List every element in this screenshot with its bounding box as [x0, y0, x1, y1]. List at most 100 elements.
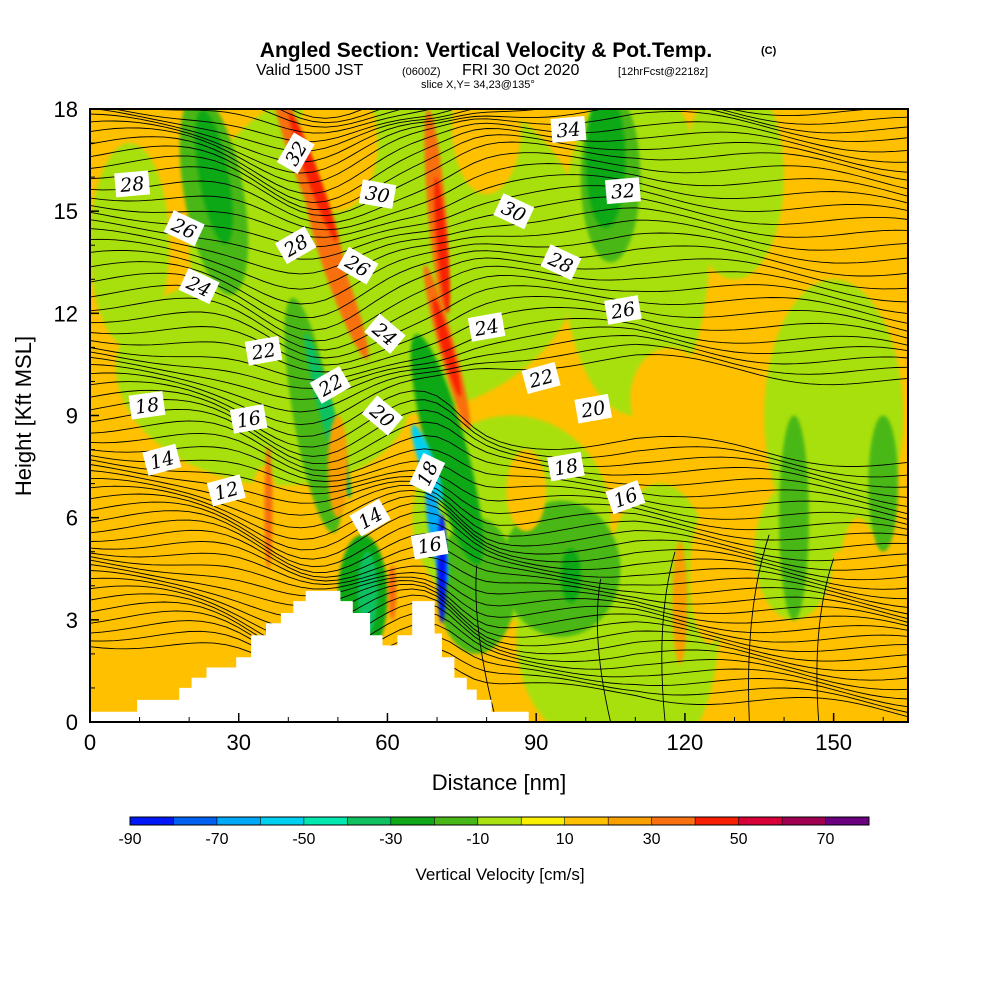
contour-label-box [604, 295, 642, 325]
contour-label-box [604, 177, 641, 205]
theta-contour-line [90, 556, 908, 627]
contour-label-box [409, 452, 446, 494]
theta-contour-line [90, 109, 908, 163]
theta-contour-line [90, 141, 908, 217]
axes: 0 30 60 90 120 150 0 3 6 9 12 15 18 [54, 97, 884, 755]
velocity-cell [410, 334, 484, 565]
valid-prefix: Valid 1500 JST [256, 62, 364, 79]
contour-label-box [309, 365, 352, 404]
colorbar-swatch [347, 817, 392, 825]
y-tick-label: 15 [54, 199, 78, 224]
theta-contour-line [90, 381, 908, 467]
theta-contour-line [90, 564, 908, 643]
contour-label-box [493, 193, 535, 230]
theta-contour-line [748, 534, 770, 722]
theta-contour-line [90, 552, 908, 623]
contour-label-box [206, 474, 246, 507]
theta-contour-line [90, 420, 908, 508]
theta-contour-line [90, 519, 908, 608]
contour-label-box [521, 362, 561, 395]
theta-contour-line [90, 134, 908, 210]
colorbar-tick-label: -10 [466, 831, 489, 848]
slice-info: slice X,Y= 34,23@135° [421, 79, 535, 91]
colorbar-swatch [738, 817, 783, 825]
x-tick-label: 90 [524, 730, 548, 755]
theta-contour-line [90, 620, 908, 708]
contour-label-box [574, 393, 613, 424]
contour-label: 16 [229, 404, 268, 434]
contour-label-box [467, 312, 506, 342]
valid-date: FRI 30 Oct 2020 [462, 62, 579, 79]
contour-label-box [178, 268, 220, 305]
x-tick-label: 30 [226, 730, 250, 755]
theta-contour-line [596, 578, 611, 722]
theta-contour-line [90, 593, 908, 681]
theta-contour-line [816, 558, 835, 722]
contour-label-text: 22 [249, 339, 278, 365]
theta-contour-line [90, 295, 908, 366]
contour-label-box [364, 313, 406, 354]
theta-contour-line [90, 109, 908, 174]
theta-contour-line [90, 257, 908, 331]
contour-label-text: 28 [118, 173, 145, 197]
contour-label-text: 26 [608, 298, 637, 324]
contour-label: 22 [244, 336, 283, 366]
colorbar-swatch [260, 817, 305, 825]
contour-label-text: 18 [552, 455, 580, 481]
theta-contour-line [90, 389, 908, 478]
theta-contour-line [90, 343, 908, 413]
velocity-cell [838, 517, 879, 654]
colorbar-tick-label: -50 [292, 831, 315, 848]
contour-label: 32 [604, 177, 641, 205]
contour-label-box [540, 244, 582, 281]
contour-label-box [275, 226, 317, 265]
colorbar-swatch [130, 817, 174, 825]
y-axis-label: Height [Kft MSL] [11, 336, 36, 496]
colorbar-tick-label: 50 [730, 831, 748, 848]
contour-label: 20 [574, 393, 613, 424]
forecast-info: [12hrFcst@2218z] [618, 66, 708, 78]
contour-label: 24 [467, 312, 506, 342]
colorbar: -90 -70 -50 -30 -10 10 30 50 70 [118, 816, 870, 848]
theta-contour-line [661, 551, 676, 722]
colorbar-swatch [434, 817, 479, 825]
theta-contour-line [112, 109, 456, 143]
theta-contour-line [90, 245, 908, 319]
contour-label: 16 [605, 480, 646, 515]
colorbar-swatch [564, 817, 609, 825]
theta-contour-line [90, 478, 908, 562]
theta-contour-line [90, 285, 908, 359]
copyright-mark: (C) [761, 45, 777, 57]
velocity-cell [437, 517, 517, 654]
theta-contour-line [90, 459, 908, 531]
contour-label-text: 34 [555, 118, 581, 142]
theta-contour-line [90, 529, 908, 615]
velocity-cell [779, 415, 809, 620]
y-tick-label: 6 [66, 506, 78, 531]
theta-contour-line [90, 128, 908, 204]
valid-time-line: Valid 1500 JST (0600Z) FRI 30 Oct 2020 [… [256, 62, 708, 79]
theta-contour-line [90, 232, 908, 305]
colorbar-tick-label: -30 [379, 831, 402, 848]
contour-label-text: 32 [610, 180, 636, 204]
theta-contour-line [90, 432, 908, 515]
theta-contour-line [90, 454, 908, 526]
colorbar-swatch [782, 817, 827, 825]
contour-label: 30 [358, 179, 397, 209]
theta-contour-line [90, 121, 908, 195]
colorbar-tick-label: -70 [205, 831, 228, 848]
y-tick-label: 9 [66, 404, 78, 429]
colorbar-tick-label: 70 [817, 831, 835, 848]
theta-contour-line [90, 601, 908, 691]
theta-contour-line [90, 510, 908, 600]
colorbar-tick-label: -90 [118, 831, 141, 848]
y-tick-label: 0 [66, 710, 78, 735]
theta-contour-line [90, 642, 908, 718]
theta-contour-line [90, 185, 908, 248]
colorbar-tick-label: 30 [643, 831, 661, 848]
contour-label-box [547, 451, 585, 482]
theta-contour-line [90, 446, 908, 520]
colorbar-swatch [173, 817, 218, 825]
theta-contour-line [90, 152, 908, 224]
